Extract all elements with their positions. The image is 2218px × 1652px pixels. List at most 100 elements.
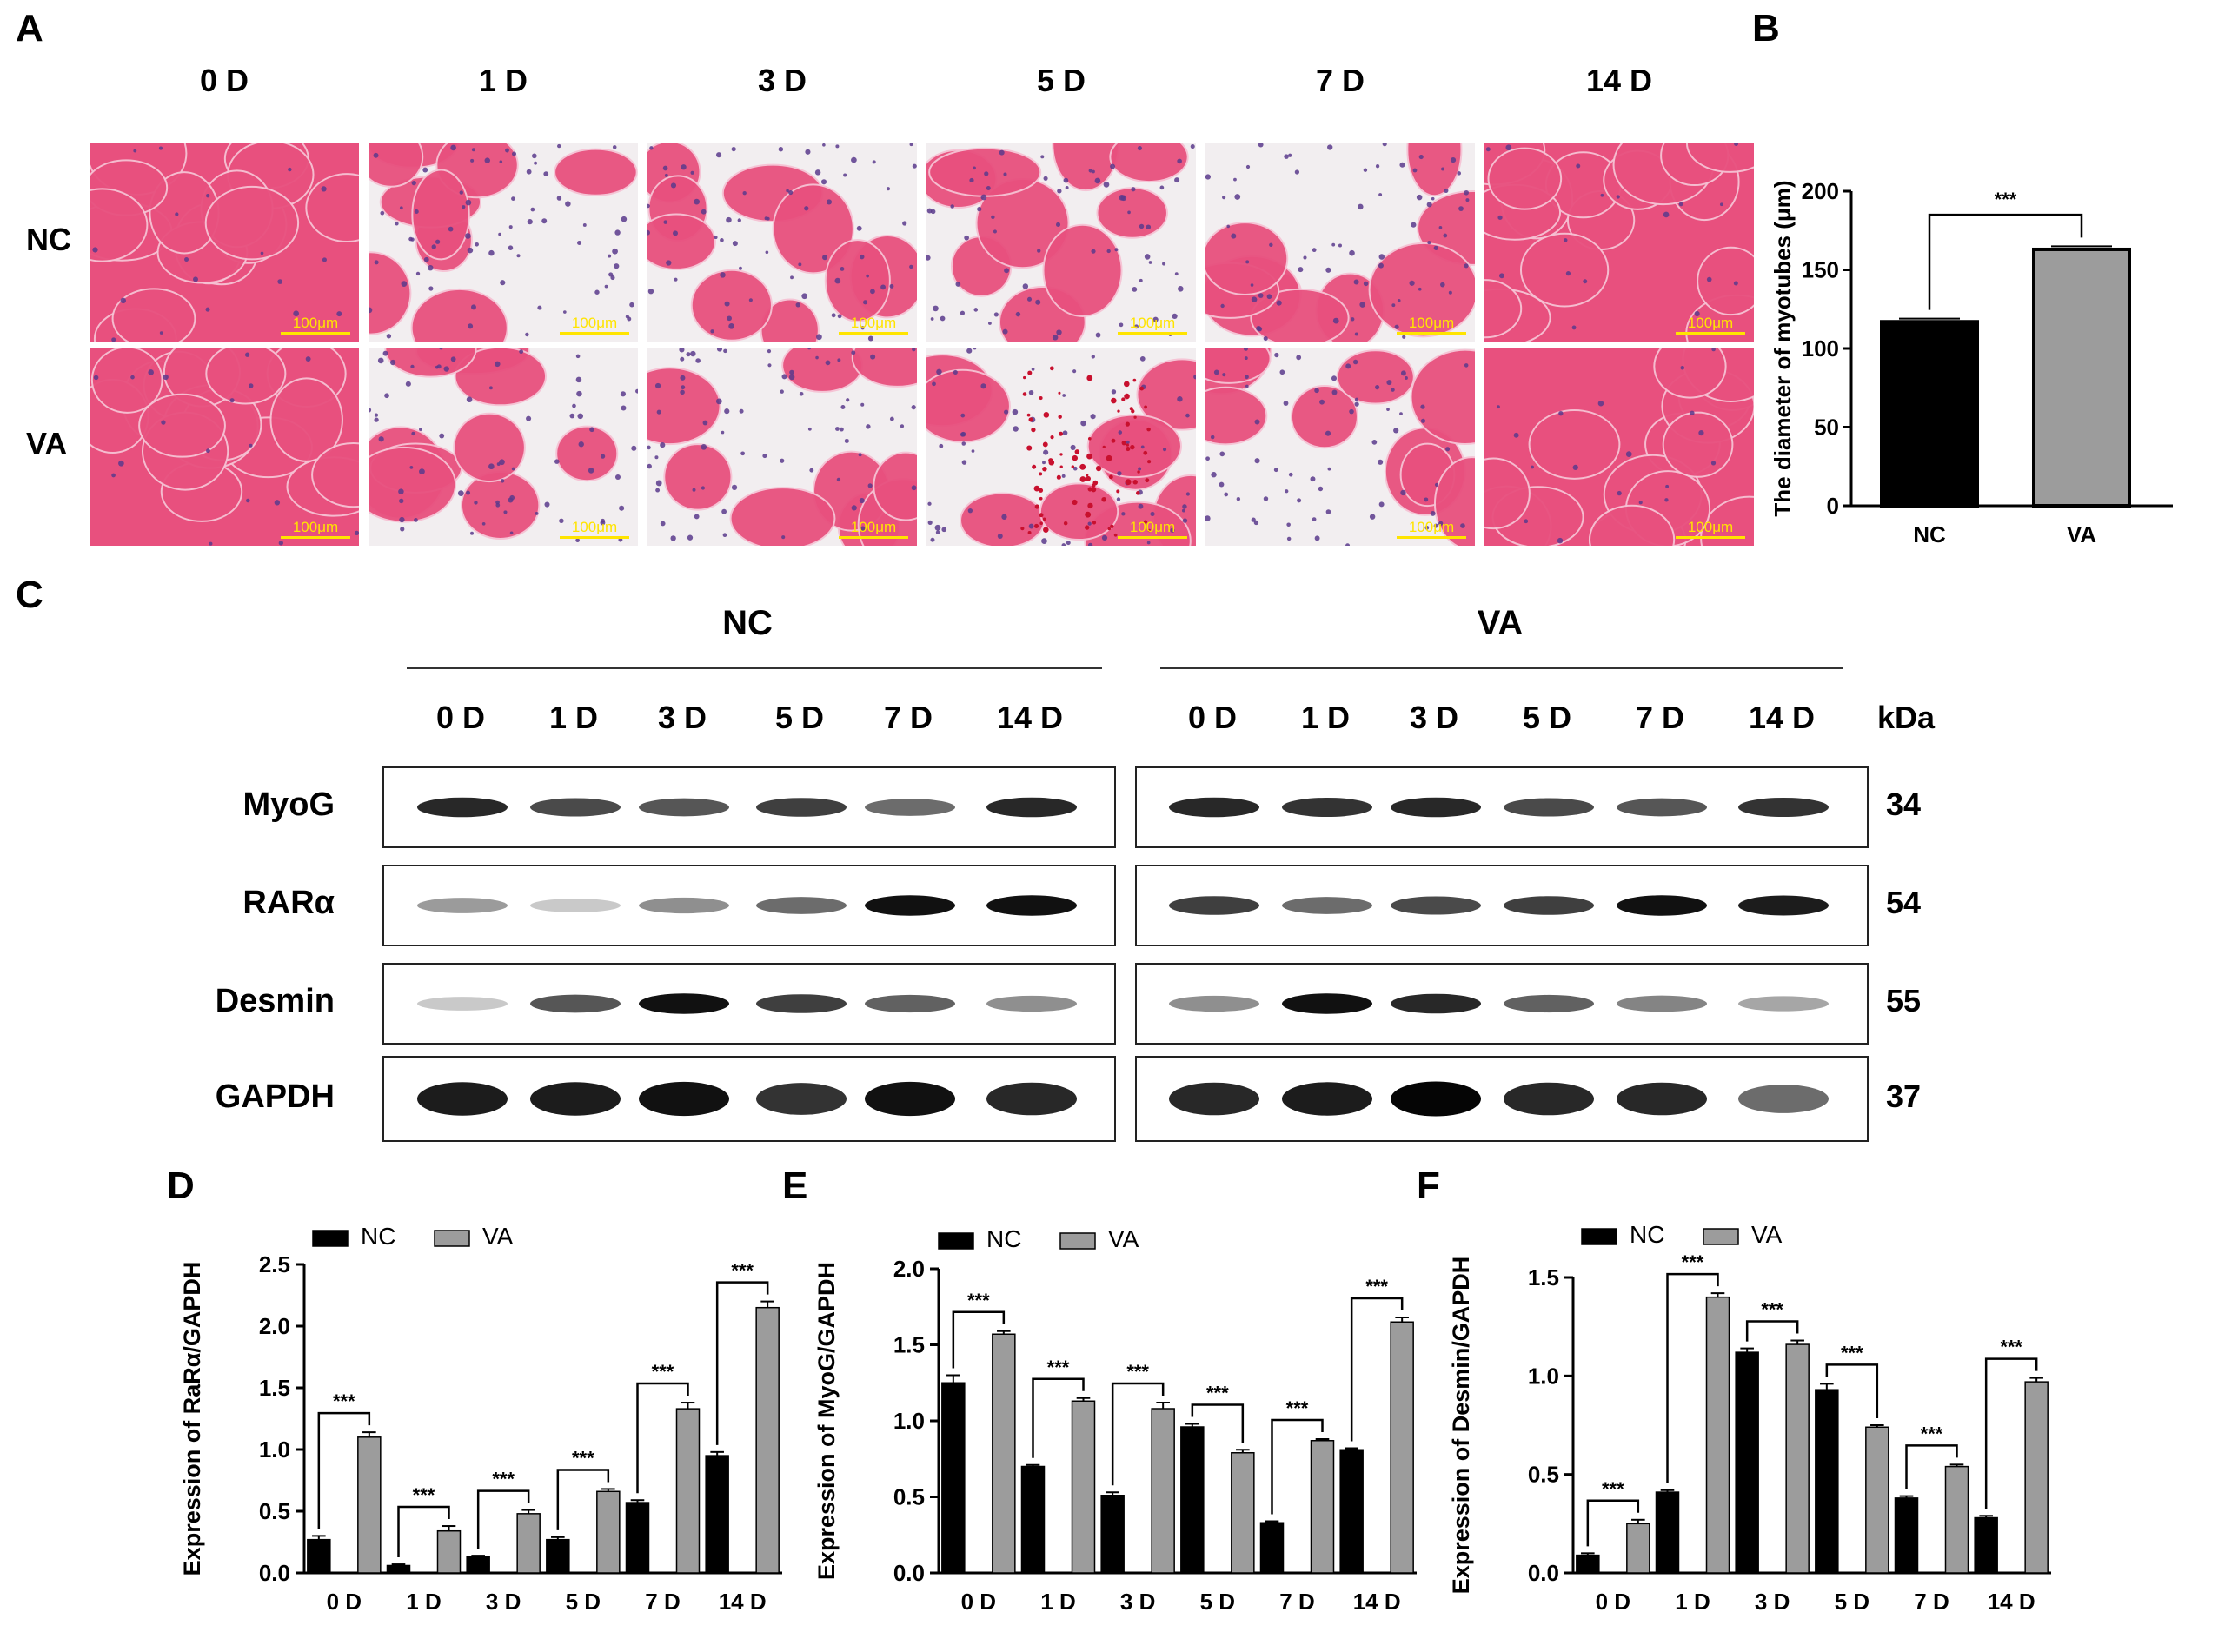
histology-image: 100μm: [1484, 143, 1754, 342]
wb-band: [986, 797, 1077, 818]
x-tick-label: 7 D: [645, 1589, 680, 1615]
bar-nc: [1974, 1516, 1998, 1574]
significance-bracket: [1825, 1363, 1879, 1418]
scale-bar-line: [281, 332, 350, 335]
scale-bar-line: [1676, 332, 1745, 335]
wb-band: [639, 1081, 729, 1117]
wb-band: [1282, 1082, 1372, 1116]
bar-va: [1626, 1523, 1650, 1574]
scale-bar: 100μm: [1676, 519, 1745, 539]
scale-bar: 100μm: [839, 519, 908, 539]
bar-nc: [941, 1382, 966, 1574]
wb-band: [1169, 995, 1259, 1012]
y-axis-label: The diameter of myotubes (μm): [1770, 180, 1796, 516]
histology-image: 100μm: [647, 348, 917, 546]
legend-swatch: [1059, 1232, 1096, 1250]
panel-letter-e: E: [782, 1164, 808, 1207]
y-tick-label: 50: [1814, 415, 1839, 441]
wb-group-line: [407, 667, 1102, 669]
scale-bar-label: 100μm: [1129, 519, 1176, 535]
histology-image: 100μm: [647, 143, 917, 342]
wb-band: [530, 1082, 621, 1116]
wb-band: [1738, 797, 1829, 818]
significance-bracket: [1745, 1320, 1799, 1342]
rara-expression-chart: 0.0 0.5 1.0 1.5 2.0 2.5 Expression of RaRα/GAP…: [179, 1223, 782, 1615]
histology-image: 100μm: [369, 348, 638, 546]
bar-nc: [1880, 320, 1979, 508]
bar-va: [436, 1529, 462, 1574]
wb-band: [1391, 1081, 1481, 1117]
wb-band: [1738, 895, 1829, 916]
bar-nc: [625, 1502, 650, 1574]
scale-bar-line: [839, 332, 908, 335]
wb-blot-strip: [382, 766, 1116, 848]
wb-band: [1617, 798, 1707, 817]
significance-bracket: [317, 1411, 371, 1529]
bar-nc: [307, 1538, 331, 1574]
wb-blot-strip: [382, 963, 1116, 1045]
wb-band: [1282, 897, 1372, 914]
significance-bracket: [1032, 1377, 1085, 1458]
y-tick-label: 0: [1827, 493, 1839, 519]
scale-bar: 100μm: [1676, 315, 1745, 335]
wb-band: [1617, 1082, 1707, 1116]
wb-blot-strip: [1135, 865, 1869, 946]
wb-lane-label: 14 D: [996, 700, 1064, 735]
x-tick-label: 0 D: [327, 1589, 362, 1615]
desmin-expression-chart: 0.0 0.5 1.0 1.5 Expression of Desmin/GAPDH 0 …: [1448, 1221, 2051, 1615]
significance-label: ***: [492, 1469, 515, 1490]
scale-bar-label: 100μm: [1408, 315, 1455, 331]
significance-bracket: [1586, 1499, 1640, 1547]
histology-image: 100μm: [1484, 348, 1754, 546]
bar-va: [675, 1408, 701, 1574]
bar-va: [1785, 1343, 1810, 1574]
bar-va: [1231, 1452, 1255, 1574]
wb-blot-strip: [1135, 1056, 1869, 1142]
y-tick-label: 150: [1802, 257, 1839, 283]
bar-va: [1390, 1321, 1414, 1574]
bar-va: [1705, 1296, 1730, 1574]
wb-blot-strip: [1135, 766, 1869, 848]
bar-nc: [466, 1556, 490, 1574]
scale-bar: 100μm: [839, 315, 908, 335]
x-tick-label: 3 D: [1120, 1589, 1155, 1615]
scale-bar: 100μm: [281, 519, 350, 539]
histology-image: 100μm: [90, 143, 359, 342]
scale-bar: 100μm: [1397, 519, 1466, 539]
x-tick-label: 5 D: [1200, 1589, 1235, 1615]
panel-letter-a: A: [16, 7, 43, 50]
wb-band: [1391, 797, 1481, 818]
wb-lane-label: 5 D: [1522, 700, 1572, 735]
scale-bar-line: [281, 536, 350, 539]
scale-bar-label: 100μm: [292, 315, 339, 331]
histology-day-label: 3 D: [757, 63, 807, 98]
wb-band: [1169, 797, 1259, 818]
significance-label: ***: [1682, 1251, 1704, 1273]
wb-band: [1504, 1082, 1594, 1116]
histology-day-label: 5 D: [1036, 63, 1086, 98]
histology-image: 100μm: [1205, 143, 1475, 342]
scale-bar-line: [560, 536, 629, 539]
legend-label: NC: [986, 1225, 1021, 1252]
wb-protein-label: RARα: [242, 885, 335, 921]
wb-band: [1391, 993, 1481, 1014]
legend-swatch: [1703, 1228, 1739, 1245]
significance-bracket: [1928, 213, 2083, 310]
wb-protein-label: GAPDH: [215, 1078, 335, 1115]
wb-lane-label: 7 D: [1635, 700, 1685, 735]
y-axis-label: Expression of RaRα/GAPDH: [179, 1262, 205, 1576]
scale-bar-label: 100μm: [1408, 519, 1455, 535]
bar-va: [1151, 1408, 1175, 1574]
y-tick-label: 1.0: [893, 1408, 925, 1434]
histology-image: 100μm: [369, 143, 638, 342]
bar-va: [2024, 1381, 2049, 1574]
significance-bracket: [1111, 1382, 1165, 1486]
panel-letter-d: D: [167, 1164, 195, 1207]
significance-label: ***: [1365, 1276, 1388, 1297]
scale-bar-label: 100μm: [1129, 315, 1176, 331]
wb-band: [530, 899, 621, 912]
x-tick-label: NC: [1913, 521, 1946, 547]
myog-expression-chart: 0.0 0.5 1.0 1.5 2.0 Expression of MyoG/GAPDH 0…: [813, 1225, 1417, 1615]
bar-va: [357, 1436, 382, 1574]
significance-label: ***: [413, 1484, 435, 1506]
